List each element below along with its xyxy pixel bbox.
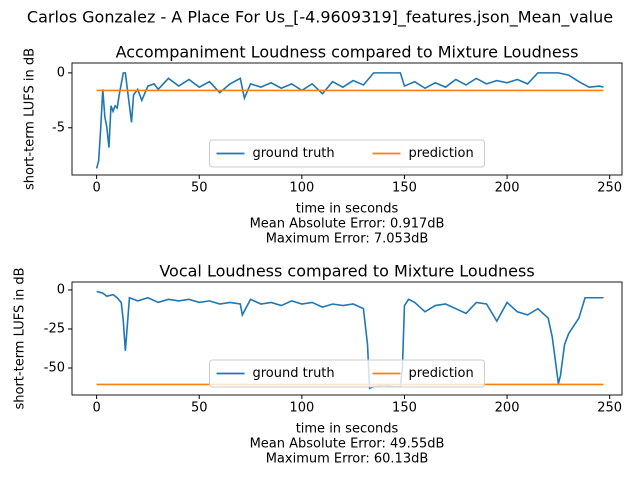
axes: Vocal Loudness compared to Mixture Loudn… bbox=[13, 262, 623, 467]
x-axis-label: Maximum Error: 60.13dB bbox=[266, 452, 429, 467]
data-line bbox=[96, 290, 604, 390]
axes-frame bbox=[71, 62, 623, 176]
legend-label: prediction bbox=[409, 146, 474, 161]
x-axis-label: Mean Absolute Error: 49.55dB bbox=[250, 437, 445, 452]
x-tick-label: 200 bbox=[495, 401, 520, 416]
y-tick-label: -50 bbox=[44, 360, 65, 375]
legend: ground truth prediction bbox=[209, 359, 485, 388]
y-tick-label: 0 bbox=[57, 282, 65, 297]
y-tick-label: -5 bbox=[52, 120, 65, 135]
axes-title: Vocal Loudness compared to Mixture Loudn… bbox=[159, 262, 534, 281]
x-tick-label: 250 bbox=[597, 181, 622, 196]
x-tick-label: 150 bbox=[392, 181, 417, 196]
x-tick-label: 100 bbox=[289, 401, 314, 416]
legend-frame bbox=[209, 139, 485, 168]
x-tick-label: 150 bbox=[392, 401, 417, 416]
x-tick-label: 0 bbox=[92, 181, 100, 196]
x-tick-label: 250 bbox=[597, 401, 622, 416]
y-axis-label: short-term LUFS in dB bbox=[13, 267, 28, 409]
figure-title: Carlos Gonzalez - A Place For Us_[-4.960… bbox=[27, 8, 613, 28]
x-axis-label: Maximum Error: 7.053dB bbox=[266, 232, 429, 247]
y-axis-label: short-term LUFS in dB bbox=[23, 48, 38, 190]
x-tick-label: 50 bbox=[191, 181, 208, 196]
x-tick-label: 0 bbox=[92, 401, 100, 416]
x-tick-label: 50 bbox=[191, 401, 208, 416]
data-line bbox=[95, 72, 604, 169]
legend: ground truth prediction bbox=[209, 139, 485, 168]
x-axis-label: time in seconds bbox=[296, 422, 399, 437]
x-tick-label: 200 bbox=[495, 181, 520, 196]
x-axis-label: time in seconds bbox=[296, 202, 399, 217]
legend-frame bbox=[209, 359, 485, 388]
legend-label: ground truth bbox=[253, 366, 335, 381]
y-tick-label: -25 bbox=[44, 321, 65, 336]
axes: Accompaniment Loudness compared to Mixtu… bbox=[23, 43, 623, 247]
y-tick-label: 0 bbox=[57, 65, 65, 80]
axes-title: Accompaniment Loudness compared to Mixtu… bbox=[116, 43, 579, 62]
axes-frame bbox=[71, 281, 623, 396]
legend-label: prediction bbox=[409, 366, 474, 381]
x-tick-label: 100 bbox=[289, 181, 314, 196]
x-axis-label: Mean Absolute Error: 0.917dB bbox=[250, 217, 445, 232]
legend-label: ground truth bbox=[253, 146, 335, 161]
